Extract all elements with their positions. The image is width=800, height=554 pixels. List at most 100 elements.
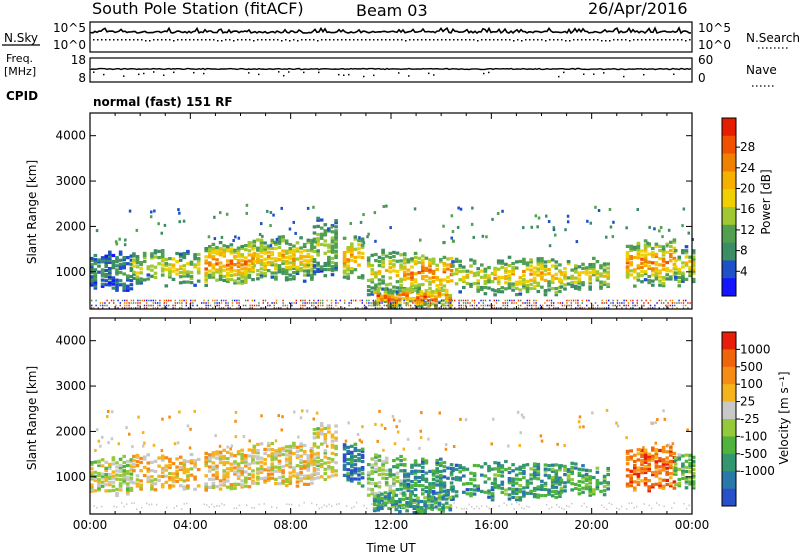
heatmap-cell	[122, 286, 126, 290]
heatmap-cell	[575, 299, 577, 302]
heatmap-cell	[465, 302, 467, 304]
heatmap-cell	[286, 503, 288, 505]
heatmap-cell	[142, 255, 147, 260]
heatmap-cell	[426, 496, 431, 500]
heatmap-cell	[182, 256, 187, 260]
heatmap-cell	[577, 299, 579, 302]
heatmap-cell	[588, 307, 590, 309]
heatmap-cell	[387, 292, 391, 296]
heatmap-cell	[334, 251, 338, 255]
heatmap-cell	[403, 265, 407, 269]
heatmap-cell	[559, 488, 564, 492]
nsearch-point	[581, 39, 583, 41]
heatmap-cell	[334, 473, 338, 477]
heatmap-cell	[137, 299, 139, 302]
heatmap-cell	[215, 245, 219, 250]
heatmap-cell	[356, 433, 360, 436]
nsearch-point	[385, 39, 387, 41]
heatmap-cell	[97, 307, 99, 309]
heatmap-cell	[403, 257, 407, 261]
heatmap-cell	[633, 459, 637, 464]
heatmap-cell	[342, 447, 347, 451]
heatmap-cell	[374, 307, 377, 309]
heatmap-cell	[244, 456, 248, 460]
heatmap-cell	[233, 281, 237, 285]
heatmap-cell	[419, 290, 424, 294]
heatmap-cell	[277, 467, 282, 471]
heatmap-cell	[430, 507, 435, 511]
heatmap-cell	[445, 304, 447, 307]
heatmap-cell	[465, 492, 470, 496]
heatmap-cell	[480, 489, 484, 493]
heatmap-cell	[306, 263, 311, 267]
heatmap-cell	[233, 279, 237, 283]
heatmap-cell	[379, 304, 381, 307]
nsearch-point	[489, 39, 491, 41]
heatmap-cell	[316, 269, 320, 273]
heatmap-cell	[550, 278, 555, 282]
heatmap-cell	[334, 249, 338, 253]
heatmap-cell	[122, 266, 126, 270]
heatmap-cell	[249, 304, 251, 307]
heatmap-cell	[388, 270, 393, 274]
heatmap-cell	[504, 299, 506, 302]
heatmap-cell	[602, 268, 607, 272]
heatmap-cell	[522, 476, 526, 480]
heatmap-cell	[244, 244, 248, 248]
heatmap-cell	[160, 458, 165, 462]
heatmap-cell	[126, 488, 130, 492]
heatmap-cell	[366, 307, 368, 309]
heatmap-cell	[108, 472, 112, 477]
heatmap-cell	[434, 297, 438, 301]
heatmap-cell	[377, 282, 382, 286]
heatmap-cell	[435, 491, 439, 495]
heatmap-cell	[358, 438, 362, 442]
heatmap-cell	[647, 454, 651, 458]
heatmap-cell	[656, 418, 659, 421]
heatmap-cell	[312, 432, 317, 436]
heatmap-cell	[656, 302, 658, 304]
heatmap-cell	[633, 470, 637, 474]
heatmap-cell	[437, 495, 442, 499]
heatmap-cell	[381, 307, 383, 309]
heatmap-cell	[302, 452, 307, 456]
heatmap-cell	[446, 279, 450, 283]
heatmap-cell	[370, 292, 375, 296]
heatmap-cell	[215, 258, 219, 262]
nsearch-point	[217, 40, 219, 42]
heatmap-cell	[315, 411, 319, 415]
heatmap-cell	[568, 505, 570, 508]
heatmap-cell	[288, 481, 293, 485]
heatmap-cell	[412, 504, 417, 509]
heatmap-cell	[425, 307, 427, 309]
heatmap-cell	[440, 299, 443, 302]
heatmap-cell	[312, 260, 317, 264]
velocity-colorbar-tick-label: -25	[740, 412, 760, 426]
heatmap-cell	[225, 212, 229, 216]
heatmap-cell	[504, 287, 508, 291]
heatmap-cell	[316, 468, 320, 472]
heatmap-cell	[295, 271, 300, 275]
heatmap-cell	[462, 482, 466, 486]
heatmap-cell	[104, 472, 108, 477]
heatmap-cell	[481, 505, 483, 507]
heatmap-cell	[111, 488, 116, 492]
heatmap-cell	[421, 478, 425, 482]
heatmap-cell	[247, 259, 252, 263]
heatmap-cell	[581, 262, 585, 266]
heatmap-cell	[540, 271, 544, 275]
heatmap-cell	[468, 503, 470, 506]
heatmap-cell	[597, 209, 601, 212]
heatmap-cell	[431, 473, 436, 477]
heatmap-cell	[663, 505, 665, 508]
heatmap-cell	[405, 509, 409, 513]
heatmap-cell	[376, 500, 381, 504]
heatmap-cell	[581, 307, 583, 309]
heatmap-cell	[658, 271, 662, 275]
heatmap-cell	[633, 270, 637, 274]
heatmap-cell	[599, 272, 603, 276]
heatmap-cell	[535, 304, 537, 307]
heatmap-cell	[672, 262, 677, 267]
heatmap-cell	[236, 254, 241, 258]
nsearch-point	[277, 39, 279, 41]
